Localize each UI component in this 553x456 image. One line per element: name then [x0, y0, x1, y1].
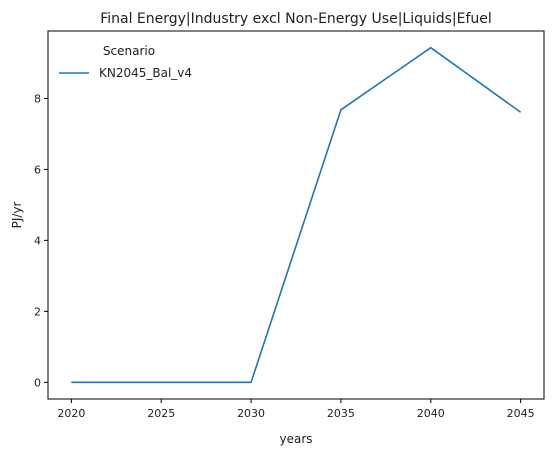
legend-title: Scenario: [103, 44, 155, 58]
y-tick-label: 2: [34, 305, 41, 318]
chart-title: Final Energy|Industry excl Non-Energy Us…: [100, 11, 492, 27]
y-tick-label: 8: [34, 92, 41, 105]
x-tick-label: 2030: [237, 407, 265, 420]
y-axis-ticks: 0 2 4 6 8: [34, 92, 48, 389]
y-tick-label: 6: [34, 163, 41, 176]
x-tick-label: 2035: [327, 407, 355, 420]
x-axis-ticks: 2020 2025 2030 2035 2040 2045: [57, 399, 535, 420]
legend: Scenario KN2045_Bal_v4: [59, 44, 192, 80]
y-tick-label: 4: [34, 234, 41, 247]
series-group: [71, 46, 522, 384]
x-axis-label: years: [279, 432, 312, 446]
y-axis-label: PJ/yr: [10, 202, 24, 229]
x-tick-label: 2040: [417, 407, 445, 420]
plot-frame: [47, 30, 545, 400]
x-tick-label: 2025: [147, 407, 175, 420]
y-tick-label: 0: [34, 376, 41, 389]
x-tick-label: 2045: [507, 407, 535, 420]
legend-entry-label: KN2045_Bal_v4: [99, 66, 192, 80]
x-tick-label: 2020: [57, 407, 85, 420]
series-line: [71, 46, 522, 384]
plot-area: 2020 2025 2030 2035 2040 2045 0 2 4 6 8: [34, 30, 545, 420]
